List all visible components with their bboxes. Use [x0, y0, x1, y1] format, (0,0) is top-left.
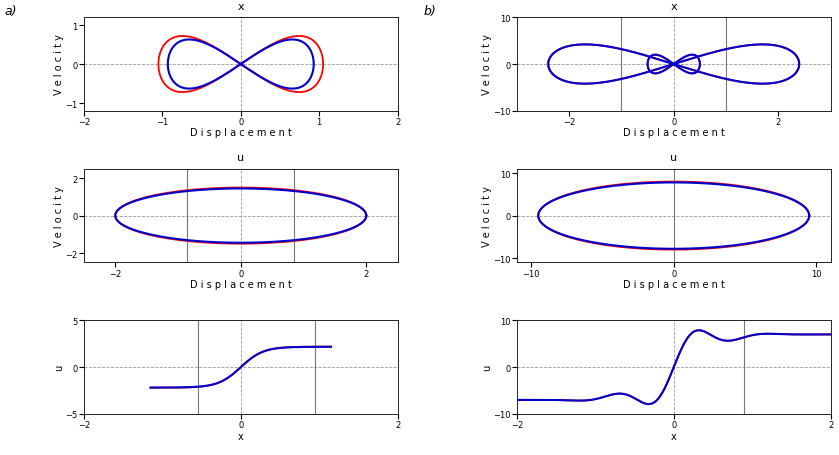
Y-axis label: V e l o c i t y: V e l o c i t y — [482, 186, 492, 247]
Title: u: u — [670, 153, 677, 163]
Y-axis label: V e l o c i t y: V e l o c i t y — [482, 35, 492, 95]
X-axis label: D i s p l a c e m e n t: D i s p l a c e m e n t — [190, 279, 292, 289]
Text: b): b) — [424, 5, 436, 18]
Y-axis label: u: u — [482, 364, 492, 370]
X-axis label: D i s p l a c e m e n t: D i s p l a c e m e n t — [623, 279, 725, 289]
X-axis label: D i s p l a c e m e n t: D i s p l a c e m e n t — [623, 128, 725, 138]
Title: x: x — [670, 2, 677, 12]
Y-axis label: u: u — [54, 364, 64, 370]
Y-axis label: V e l o c i t y: V e l o c i t y — [54, 186, 64, 247]
Text: a): a) — [4, 5, 17, 18]
X-axis label: x: x — [671, 430, 676, 440]
Title: u: u — [237, 153, 244, 163]
Y-axis label: V e l o c i t y: V e l o c i t y — [54, 35, 64, 95]
X-axis label: D i s p l a c e m e n t: D i s p l a c e m e n t — [190, 128, 292, 138]
X-axis label: x: x — [238, 430, 243, 440]
Title: x: x — [237, 2, 244, 12]
